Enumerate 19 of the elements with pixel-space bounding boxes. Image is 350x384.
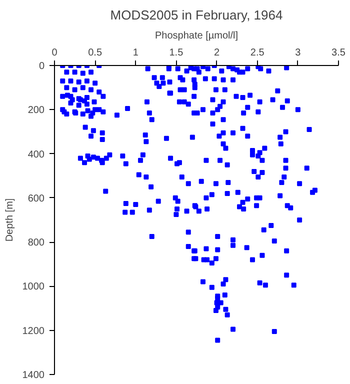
- y-tick-label: 1400: [22, 370, 45, 381]
- x-tick-label: 3: [295, 48, 302, 58]
- y-tick-label: 1000: [22, 282, 45, 293]
- x-tick-label: 2: [214, 48, 220, 58]
- x-tick-label: 0.5: [88, 48, 102, 58]
- chart-title: MODS2005 in February, 1964: [110, 8, 283, 22]
- y-tick-label: 1200: [22, 326, 45, 337]
- x-tick-label: 0: [52, 48, 58, 58]
- x-tick-label: 1.5: [169, 48, 184, 58]
- y-tick-label: 800: [28, 238, 45, 249]
- y-tick-label: 400: [28, 149, 45, 160]
- y-tick-label: 200: [28, 105, 45, 116]
- y-axis-title: Depth [m]: [4, 198, 16, 242]
- y-tick-label: 600: [28, 193, 45, 204]
- y-tick-label: 0: [38, 61, 45, 72]
- x-axis-title: Phosphate [µmol/l]: [154, 30, 238, 42]
- x-tick-label: 3.5: [332, 48, 346, 58]
- x-tick-label: 2.5: [250, 48, 265, 58]
- x-tick-label: 1: [132, 48, 139, 58]
